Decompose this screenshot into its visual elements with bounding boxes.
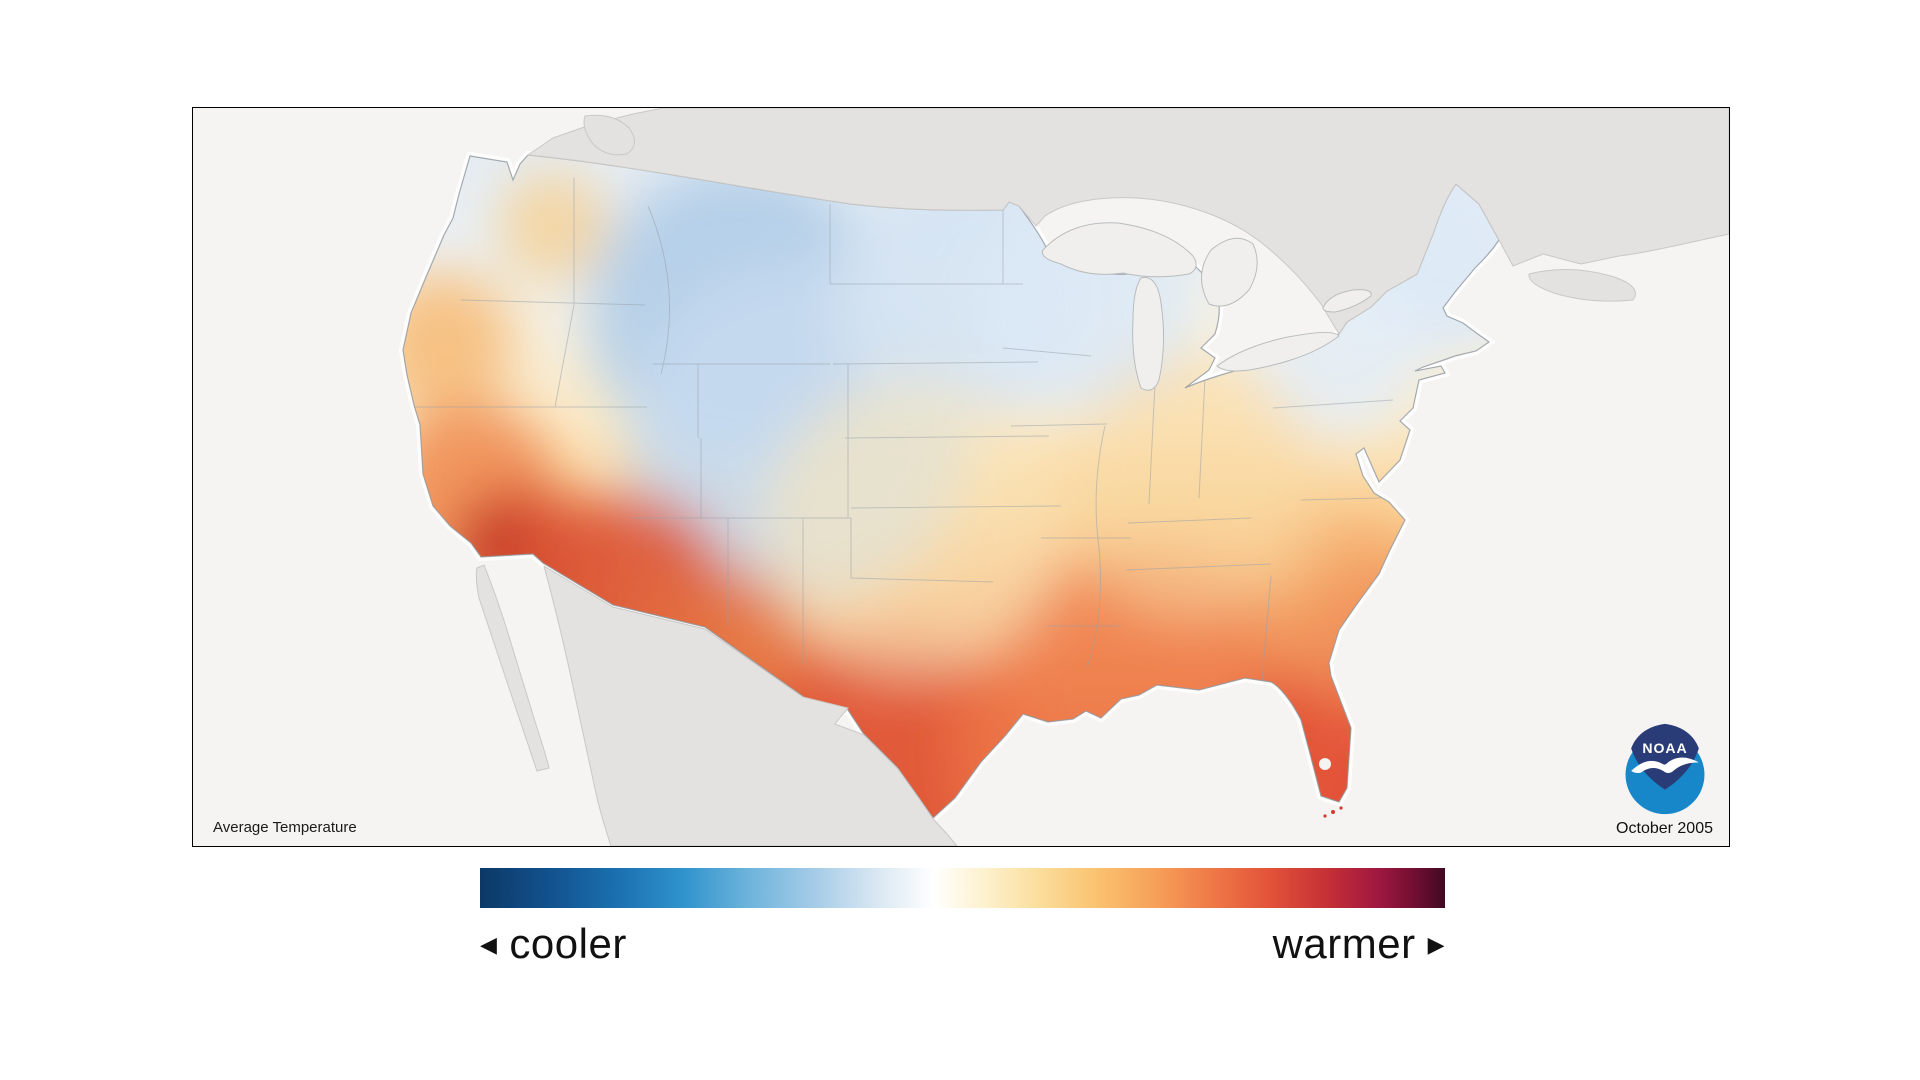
noaa-attribution: NOAA October 2005 (1616, 722, 1713, 838)
temperature-map-panel: Average Temperature NOAA October 2005 (192, 107, 1730, 847)
mexico-landmass (543, 564, 958, 846)
noaa-logo-text: NOAA (1642, 740, 1687, 756)
noaa-logo-bird-icon (1630, 757, 1699, 774)
lake-superior (1041, 222, 1197, 278)
legend-warmer: warmer ▶ (1273, 920, 1445, 968)
great-lakes (1041, 222, 1372, 391)
color-gradient-bar (480, 868, 1445, 908)
lake-erie (1216, 332, 1340, 372)
lake-okeechobee (1319, 758, 1331, 770)
map-date: October 2005 (1616, 820, 1713, 837)
map-title: Average Temperature (213, 819, 357, 836)
vancouver-island (583, 114, 635, 156)
warmer-label: warmer (1272, 920, 1416, 967)
canada-landmass (526, 108, 1729, 335)
lake-ontario (1322, 289, 1372, 313)
lake-huron (1201, 237, 1258, 307)
lake-michigan (1132, 277, 1165, 391)
noaa-logo: NOAA (1625, 723, 1704, 815)
legend-labels: ◀ cooler warmer ▶ (480, 918, 1445, 970)
cooler-label: cooler (509, 920, 627, 967)
noaa-logo-shell (1630, 723, 1699, 790)
florida-keys (1323, 806, 1343, 818)
cooler-arrow-icon: ◀ (480, 932, 498, 957)
baja-california (475, 564, 550, 772)
nova-scotia (1528, 269, 1636, 302)
warmer-arrow-icon: ▶ (1427, 932, 1445, 957)
state-borders (409, 178, 1394, 693)
legend-cooler: ◀ cooler (480, 920, 627, 968)
us-temperature-map (193, 108, 1729, 846)
